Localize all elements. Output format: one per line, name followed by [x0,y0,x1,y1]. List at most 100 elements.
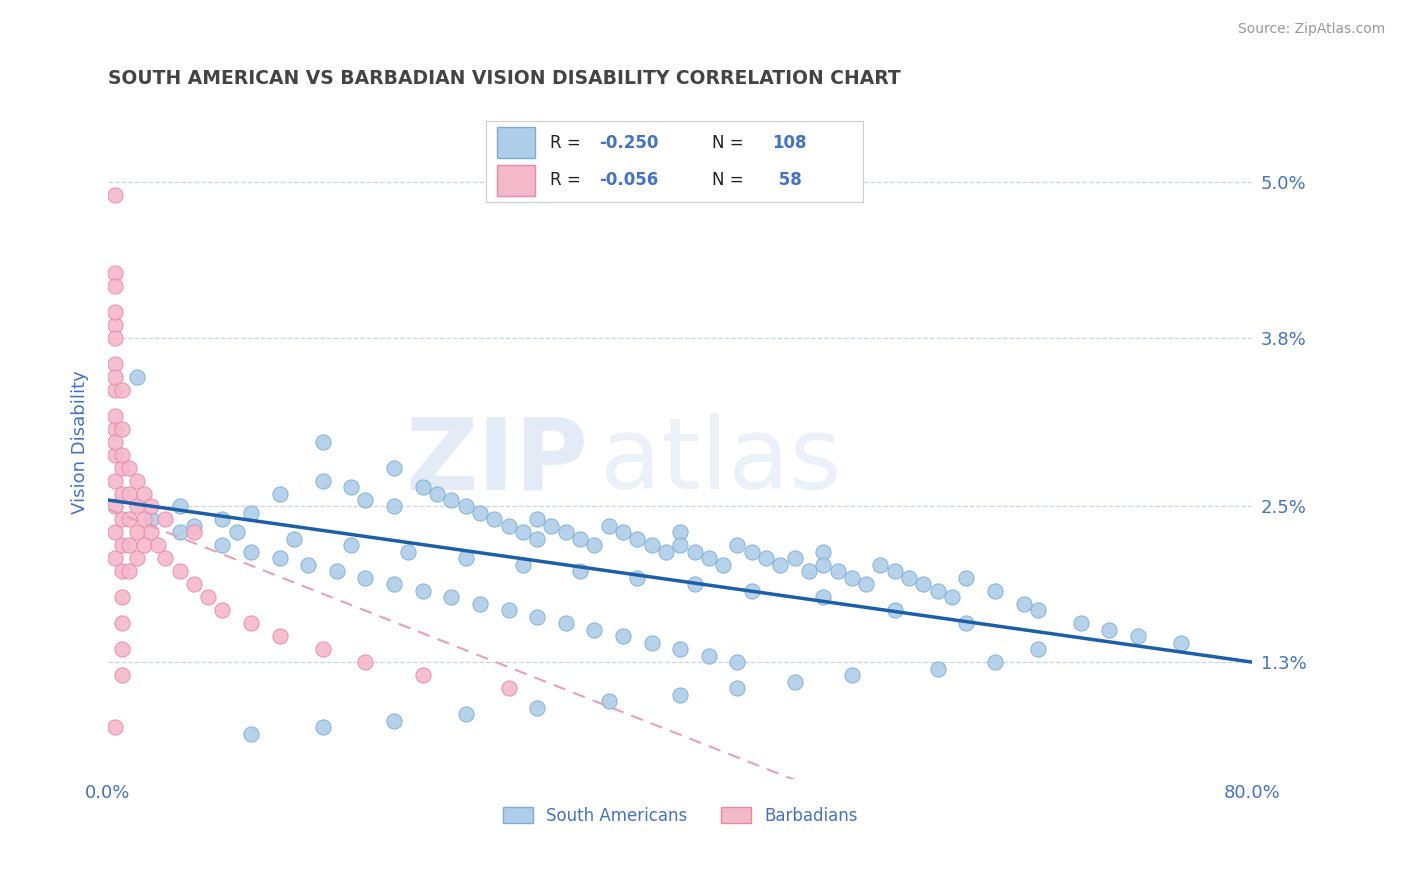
Point [183,519,205,533]
Point [569,565,592,579]
Point [927,583,949,598]
Point [382,714,405,728]
Point [569,532,592,546]
Point [697,551,720,566]
Point [211,512,233,526]
Point [111,448,134,462]
Point [382,577,405,591]
Point [583,623,606,637]
Point [725,538,748,552]
Point [269,629,291,643]
Point [111,486,134,500]
Point [139,500,162,514]
Point [855,577,877,591]
Point [183,577,205,591]
Point [526,609,548,624]
Point [783,551,806,566]
Point [683,577,706,591]
Point [111,642,134,657]
Point [412,583,434,598]
Point [454,707,477,722]
Point [125,474,148,488]
Point [311,474,333,488]
Point [104,279,127,293]
Legend: South Americans, Barbadians: South Americans, Barbadians [496,800,865,831]
Point [340,480,363,494]
Point [311,720,333,734]
Point [104,525,127,540]
Point [640,636,662,650]
Point [240,726,263,740]
Y-axis label: Vision Disability: Vision Disability [72,370,89,514]
Point [498,603,520,617]
Point [512,558,534,572]
Point [412,480,434,494]
Point [155,551,177,566]
Point [104,369,127,384]
Point [111,591,134,605]
Point [941,591,963,605]
Point [211,603,233,617]
Point [111,668,134,682]
Point [484,512,506,526]
Point [1070,616,1092,631]
Point [440,591,463,605]
Point [1012,597,1035,611]
Point [626,571,648,585]
Point [240,545,263,559]
Point [1098,623,1121,637]
Point [598,694,620,708]
Point [725,681,748,695]
Point [1170,636,1192,650]
Point [139,512,162,526]
Point [111,565,134,579]
Point [111,616,134,631]
Point [104,500,127,514]
Point [104,551,127,566]
Point [169,500,191,514]
Point [468,506,491,520]
Point [598,519,620,533]
Point [125,525,148,540]
Point [498,519,520,533]
Point [813,591,835,605]
Point [104,720,127,734]
Point [526,700,548,714]
Point [1126,629,1149,643]
Point [326,565,349,579]
Point [725,655,748,669]
Point [984,655,1007,669]
Point [898,571,921,585]
Point [984,583,1007,598]
Point [111,422,134,436]
Point [382,500,405,514]
Point [468,597,491,611]
Point [669,642,692,657]
Point [104,409,127,423]
Point [104,383,127,397]
Point [132,486,155,500]
Point [1026,603,1049,617]
Point [669,538,692,552]
Point [412,668,434,682]
Point [697,648,720,663]
Point [827,565,849,579]
Point [132,538,155,552]
Point [711,558,734,572]
Point [626,532,648,546]
Point [240,616,263,631]
Point [426,486,449,500]
Point [269,551,291,566]
Point [104,422,127,436]
Text: SOUTH AMERICAN VS BARBADIAN VISION DISABILITY CORRELATION CHART: SOUTH AMERICAN VS BARBADIAN VISION DISAB… [108,69,901,87]
Point [841,571,863,585]
Point [104,318,127,332]
Point [640,538,662,552]
Point [755,551,778,566]
Text: ZIP: ZIP [406,413,589,510]
Point [540,519,562,533]
Point [783,674,806,689]
Point [498,681,520,695]
Point [883,603,905,617]
Point [311,434,333,449]
